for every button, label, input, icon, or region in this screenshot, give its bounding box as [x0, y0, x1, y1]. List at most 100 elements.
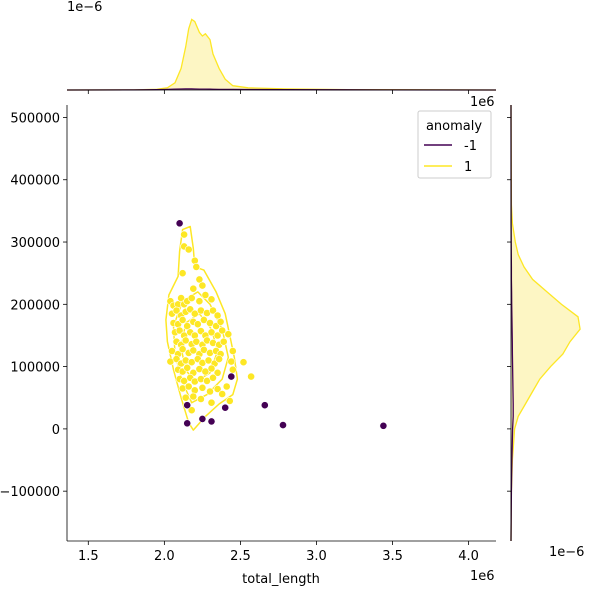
- normal-point: [239, 358, 248, 367]
- normal-point: [184, 245, 193, 254]
- normal-point: [218, 390, 227, 398]
- normal-point: [195, 297, 204, 306]
- right-density-curve-normal: [510, 104, 581, 542]
- x-tick-label: 2.0: [154, 549, 175, 564]
- anomaly-point: [207, 417, 216, 426]
- legend: anomaly -1 1: [417, 110, 492, 179]
- normal-point: [181, 393, 190, 402]
- normal-point: [198, 281, 207, 290]
- anomaly-point: [379, 421, 388, 430]
- normal-point: [196, 395, 205, 403]
- normal-point: [178, 315, 187, 324]
- normal-point: [207, 364, 216, 373]
- normal-point: [183, 322, 192, 330]
- normal-point: [209, 306, 217, 315]
- normal-point: [187, 406, 196, 415]
- normal-point: [218, 326, 227, 335]
- normal-point: [207, 398, 216, 407]
- normal-point: [207, 295, 216, 304]
- x-axis-offset-text: 1e6: [470, 569, 495, 584]
- legend-title: anomaly: [426, 119, 482, 134]
- normal-point: [178, 345, 187, 354]
- top-density-curve-anomaly: [66, 88, 497, 91]
- normal-point: [228, 347, 237, 355]
- legend-frame: [417, 110, 492, 179]
- normal-point: [222, 382, 231, 391]
- normal-point: [192, 262, 201, 271]
- right-density-fill: [511, 105, 581, 541]
- normal-point: [175, 326, 184, 335]
- normal-point: [219, 337, 228, 346]
- x-axis-label: total_length: [242, 572, 320, 587]
- top-density-offset-text: 1e−6: [67, 0, 102, 15]
- x-tick-label: 3.5: [382, 549, 403, 564]
- right-density-bottom-offset-text: 1e−6: [549, 545, 584, 560]
- normal-point: [227, 357, 236, 366]
- top-density-curve-normal: [66, 18, 497, 91]
- anomaly-point: [183, 401, 192, 410]
- y-tick-label: 400000: [10, 174, 60, 189]
- normal-point: [195, 275, 204, 284]
- normal-point: [216, 317, 225, 326]
- y-tick-label: 500000: [10, 111, 60, 126]
- anomaly-point: [279, 421, 287, 429]
- top-marginal-density: [66, 18, 497, 94]
- normal-point: [225, 396, 234, 405]
- normal-point: [209, 373, 217, 382]
- normal-point: [178, 269, 187, 278]
- normal-point: [213, 368, 222, 377]
- normal-point: [213, 385, 222, 393]
- legend-entry-label-anomaly: -1: [464, 139, 477, 154]
- normal-point: [199, 315, 208, 324]
- normal-point: [201, 291, 210, 299]
- main-axes: 1.5 2.0 2.5 3.0 3.5 4.0 −100000 0 100000 200000 3…: [0, 105, 496, 564]
- normal-point: [180, 376, 188, 385]
- legend-entry-label-normal: 1: [464, 160, 472, 175]
- normal-point: [199, 345, 208, 354]
- normal-point: [213, 331, 222, 340]
- normal-point: [190, 309, 199, 318]
- right-marginal-density: [507, 104, 581, 542]
- normal-point: [168, 347, 176, 355]
- anomaly-point: [183, 419, 192, 428]
- normal-point: [189, 346, 198, 355]
- normal-point: [213, 311, 222, 320]
- normal-point: [206, 319, 214, 327]
- y-tick-label: −100000: [0, 485, 60, 500]
- right-density-top-offset-text: 1e6: [470, 95, 495, 110]
- x-tick-label: 2.5: [230, 549, 251, 564]
- normal-point: [184, 382, 193, 391]
- normal-point: [204, 356, 213, 365]
- y-tick-label: 100000: [10, 361, 60, 376]
- normal-point: [187, 358, 196, 367]
- y-axis-ticks: −100000 0 100000 200000 300000 400000 500000: [0, 111, 67, 500]
- normal-point: [187, 294, 196, 302]
- normal-point: [172, 306, 181, 315]
- y-tick-label: 300000: [10, 236, 60, 251]
- x-tick-label: 3.0: [306, 549, 327, 564]
- normal-point: [198, 383, 207, 392]
- normal-point: [207, 328, 216, 337]
- normal-point: [224, 330, 233, 339]
- anomaly-point: [198, 414, 207, 423]
- x-axis-ticks: 1.5 2.0 2.5 3.0 3.5 4.0: [78, 541, 479, 564]
- anomaly-point: [175, 219, 184, 228]
- normal-point: [192, 337, 201, 346]
- normal-point: [201, 367, 210, 376]
- normal-point: [183, 363, 192, 372]
- normal-point: [189, 392, 198, 401]
- anomaly-point: [221, 403, 230, 412]
- x-tick-label: 1.5: [78, 549, 99, 564]
- normal-point: [189, 284, 198, 293]
- normal-point: [203, 376, 211, 385]
- x-tick-label: 4.0: [458, 549, 479, 564]
- anomaly-point: [260, 401, 269, 410]
- y-tick-label: 200000: [10, 298, 60, 313]
- anomaly-point: [227, 372, 236, 381]
- normal-point: [206, 387, 214, 396]
- normal-point: [247, 372, 255, 381]
- normal-point: [177, 294, 185, 302]
- scatter-points: [166, 219, 388, 430]
